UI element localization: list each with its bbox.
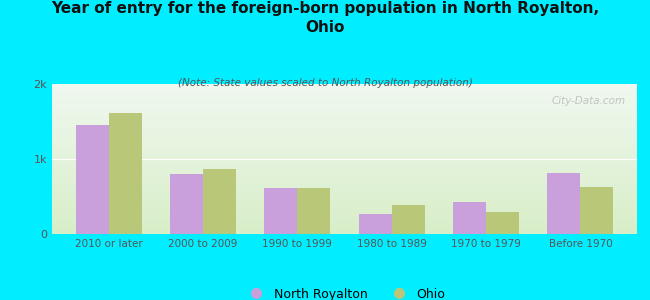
Bar: [453, 202, 486, 234]
Bar: [297, 188, 330, 234]
Legend: North Royalton, Ohio: North Royalton, Ohio: [239, 283, 450, 300]
Bar: [265, 188, 297, 234]
Text: City-Data.com: City-Data.com: [551, 96, 625, 106]
Bar: [109, 112, 142, 234]
Bar: [75, 125, 109, 234]
Text: (Note: State values scaled to North Royalton population): (Note: State values scaled to North Roya…: [177, 78, 473, 88]
Bar: [392, 205, 424, 234]
Bar: [547, 172, 580, 234]
Bar: [486, 212, 519, 234]
Bar: [203, 169, 236, 234]
Text: Year of entry for the foreign-born population in North Royalton,
Ohio: Year of entry for the foreign-born popul…: [51, 2, 599, 35]
Bar: [359, 214, 392, 234]
Bar: [170, 174, 203, 234]
Bar: [580, 187, 614, 234]
